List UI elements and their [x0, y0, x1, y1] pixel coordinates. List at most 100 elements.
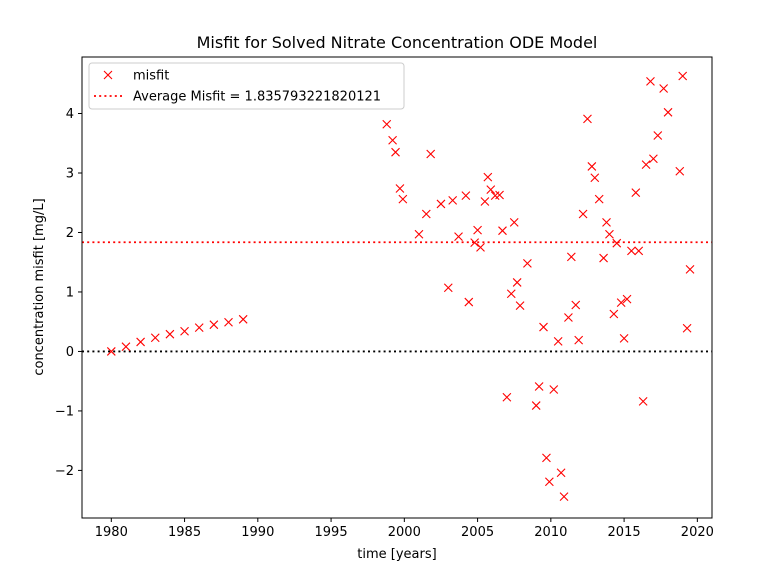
data-markers — [106, 71, 695, 501]
misfit-marker — [448, 195, 458, 205]
misfit-marker — [663, 107, 673, 117]
misfit-marker — [382, 119, 392, 129]
misfit-marker — [106, 347, 116, 356]
plot-area — [82, 71, 712, 501]
misfit-marker — [609, 309, 619, 319]
misfit-marker — [238, 314, 248, 324]
y-axis-ticks: −2 −1 0 1 2 3 4 — [55, 107, 82, 479]
misfit-marker — [509, 217, 519, 227]
x-tick-label: 2015 — [608, 525, 641, 540]
misfit-marker — [605, 229, 614, 239]
y-tick-label: −1 — [55, 404, 74, 419]
misfit-marker — [180, 326, 189, 336]
legend-entries: misfit Average Misfit = 1.835793221820121 — [94, 69, 381, 105]
misfit-marker — [209, 320, 219, 330]
misfit-marker — [470, 238, 480, 247]
misfit-marker — [646, 76, 655, 86]
misfit-marker — [480, 197, 490, 206]
misfit-marker — [583, 114, 592, 124]
misfit-marker — [498, 226, 507, 236]
y-axis-label: concentration misfit [mg/L] — [32, 198, 47, 375]
misfit-marker — [553, 336, 563, 346]
misfit-marker — [627, 246, 636, 256]
misfit-marker — [544, 477, 554, 487]
misfit-marker — [534, 382, 544, 391]
misfit-marker — [612, 238, 622, 248]
misfit-marker — [574, 335, 584, 345]
misfit-marker — [571, 300, 581, 310]
misfit-marker — [622, 294, 632, 304]
misfit-marker — [502, 392, 512, 402]
misfit-marker — [461, 191, 471, 200]
misfit-marker — [559, 492, 569, 501]
x-tick-label: 2010 — [534, 525, 567, 540]
misfit-marker — [150, 333, 160, 343]
legend-misfit-label: misfit — [133, 69, 169, 84]
axes-frame — [81, 56, 713, 519]
misfit-marker — [388, 135, 397, 145]
misfit-marker — [631, 188, 641, 198]
misfit-marker — [602, 217, 611, 227]
misfit-marker — [634, 246, 644, 256]
misfit-marker — [414, 229, 424, 239]
misfit-marker — [659, 84, 669, 93]
x-axis-label: time [years] — [357, 547, 436, 562]
misfit-marker — [685, 264, 695, 274]
legend-average-label: Average Misfit = 1.835793221820121 — [133, 90, 381, 105]
misfit-marker — [483, 172, 493, 182]
misfit-marker — [476, 242, 485, 252]
misfit-marker — [194, 323, 204, 333]
misfit-marker — [531, 401, 541, 410]
legend-box — [88, 62, 405, 110]
x-tick-label: 1985 — [168, 525, 201, 540]
misfit-marker — [136, 337, 145, 347]
misfit-marker — [556, 468, 566, 478]
misfit-marker — [515, 301, 525, 311]
misfit-marker — [682, 323, 692, 333]
misfit-marker — [454, 232, 463, 242]
x-tick-label: 2000 — [388, 525, 421, 540]
y-tick-label: −2 — [55, 464, 74, 479]
misfit-marker — [495, 190, 504, 200]
misfit-marker — [653, 131, 663, 140]
misfit-marker — [506, 289, 516, 299]
x-tick-label: 1980 — [95, 525, 128, 540]
legend-misfit-marker — [103, 70, 113, 80]
misfit-marker — [426, 149, 436, 159]
misfit-marker — [542, 453, 551, 463]
y-tick-label: 4 — [66, 107, 74, 122]
misfit-marker — [165, 329, 175, 339]
misfit-marker — [641, 160, 651, 170]
misfit-marker — [224, 317, 233, 327]
misfit-marker — [421, 209, 431, 219]
y-tick-label: 0 — [66, 345, 74, 360]
misfit-marker — [539, 322, 548, 332]
misfit-marker — [649, 154, 658, 164]
misfit-marker — [599, 253, 608, 263]
misfit-marker — [464, 297, 474, 307]
x-tick-label: 2005 — [461, 525, 494, 540]
y-tick-label: 1 — [66, 285, 74, 300]
misfit-marker — [638, 397, 648, 406]
misfit-marker — [566, 252, 576, 262]
misfit-marker — [391, 147, 400, 157]
misfit-marker — [512, 278, 522, 287]
misfit-marker — [121, 342, 131, 352]
x-tick-label: 2020 — [681, 525, 714, 540]
misfit-marker — [523, 259, 532, 268]
misfit-marker — [675, 166, 685, 176]
legend: misfit Average Misfit = 1.835793221820121 — [88, 62, 405, 110]
misfit-marker — [678, 71, 688, 81]
misfit-marker — [443, 283, 453, 293]
misfit-marker — [616, 298, 626, 308]
misfit-marker — [549, 385, 559, 394]
misfit-marker — [587, 162, 597, 171]
misfit-marker — [398, 194, 408, 204]
x-axis-ticks: 1980 1985 1990 1995 2000 2005 2010 2015 2020 — [95, 518, 714, 540]
misfit-marker — [395, 184, 405, 193]
misfit-marker — [594, 194, 604, 204]
misfit-marker — [619, 333, 629, 343]
x-tick-label: 1990 — [241, 525, 274, 540]
x-tick-label: 1995 — [315, 525, 348, 540]
